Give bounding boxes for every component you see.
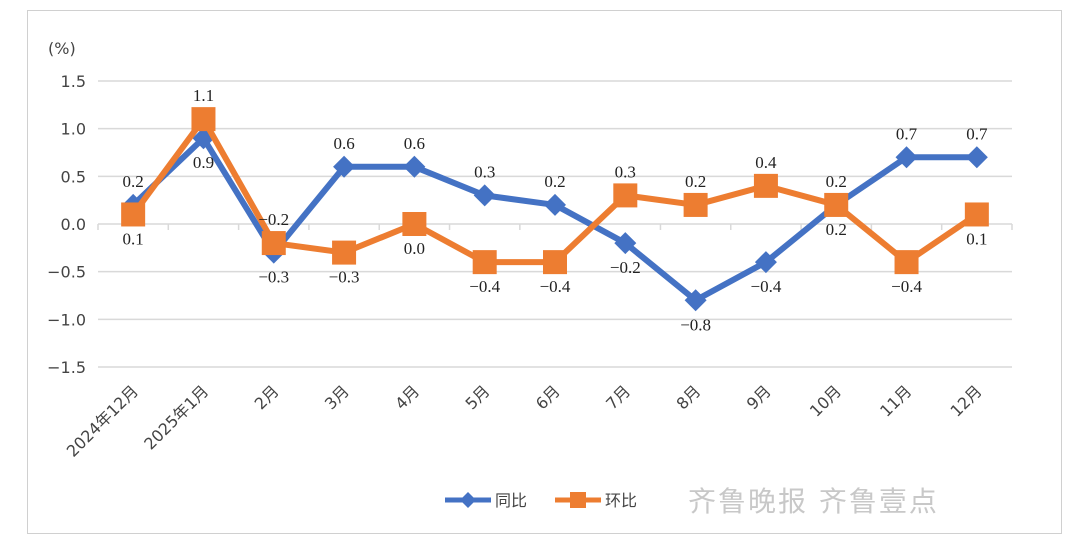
data-label: 0.1 — [123, 229, 144, 248]
data-point-square — [753, 173, 778, 198]
y-tick-label: 1.0 — [61, 120, 86, 139]
data-point-square — [683, 192, 708, 217]
data-label: −0.4 — [469, 277, 500, 296]
data-label: 0.0 — [404, 239, 425, 258]
x-tick-label: 6月 — [532, 381, 564, 413]
data-label: −0.4 — [540, 277, 571, 296]
data-label: 0.6 — [333, 134, 354, 153]
data-point-diamond — [754, 251, 777, 274]
data-label: 0.2 — [685, 172, 706, 191]
data-point-square — [824, 192, 849, 217]
x-tick-label: 2024年12月 — [63, 381, 142, 460]
data-label: −0.3 — [329, 268, 360, 287]
y-unit-label: (%) — [48, 39, 76, 58]
data-point-square — [894, 250, 919, 275]
y-tick-label: 0.5 — [61, 167, 86, 186]
legend-label: 同比 — [495, 491, 527, 510]
data-point-square — [191, 107, 216, 132]
legend-square-icon — [570, 492, 586, 508]
y-tick-label: −1.0 — [47, 310, 86, 329]
data-point-square — [613, 183, 638, 208]
data-point-diamond — [544, 193, 566, 216]
x-tick-label: 10月 — [806, 381, 845, 420]
x-tick-label: 7月 — [602, 381, 634, 413]
data-point-diamond — [614, 232, 637, 255]
x-tick-label: 12月 — [947, 381, 986, 420]
y-tick-label: 1.5 — [61, 72, 86, 91]
data-point-diamond — [333, 155, 356, 178]
data-label: 0.2 — [123, 172, 144, 191]
data-label: 0.3 — [474, 162, 495, 181]
data-label: −0.3 — [258, 268, 289, 287]
data-point-diamond — [895, 146, 918, 169]
y-tick-label: −0.5 — [47, 263, 86, 282]
data-label: −0.2 — [610, 258, 641, 277]
data-point-diamond — [684, 289, 707, 312]
x-tick-label: 8月 — [672, 381, 704, 413]
y-tick-label: 0.0 — [61, 215, 86, 234]
data-point-square — [121, 202, 146, 227]
x-tick-label: 2月 — [251, 381, 283, 413]
data-label: 0.2 — [544, 172, 565, 191]
data-point-square — [402, 212, 427, 236]
data-label: 0.4 — [755, 153, 777, 172]
x-tick-label: 5月 — [462, 381, 494, 413]
data-point-square — [543, 250, 567, 275]
data-label: 1.1 — [193, 86, 214, 105]
data-label: 0.7 — [896, 124, 918, 143]
watermark: 齐鲁晚报 齐鲁壹点 — [688, 485, 939, 518]
data-label: −0.8 — [680, 315, 711, 334]
data-label: 0.1 — [966, 229, 987, 248]
data-point-square — [472, 250, 497, 275]
data-point-square — [964, 202, 989, 227]
data-label: 0.9 — [193, 153, 214, 172]
data-label: 0.6 — [404, 134, 425, 153]
data-label: 0.7 — [966, 124, 988, 143]
legend-label: 环比 — [605, 491, 637, 510]
data-point-square — [332, 240, 357, 265]
x-tick-label: 9月 — [743, 381, 775, 413]
x-tick-label: 11月 — [876, 381, 915, 420]
x-tick-label: 3月 — [321, 381, 353, 413]
data-label: −0.4 — [751, 277, 782, 296]
y-tick-label: −1.5 — [47, 358, 86, 377]
legend-diamond-icon — [460, 492, 476, 508]
data-point-diamond — [473, 184, 496, 207]
data-label: 0.3 — [615, 162, 636, 181]
x-tick-label: 4月 — [391, 381, 423, 413]
data-point-diamond — [403, 155, 426, 178]
data-label: −0.4 — [891, 277, 922, 296]
data-point-square — [261, 231, 286, 256]
data-label: −0.2 — [258, 210, 289, 229]
data-label: 0.2 — [826, 220, 847, 239]
chart-frame — [27, 10, 1062, 534]
data-label: 0.2 — [826, 172, 847, 191]
x-tick-label: 2025年1月 — [140, 381, 212, 453]
data-point-diamond — [965, 146, 988, 169]
